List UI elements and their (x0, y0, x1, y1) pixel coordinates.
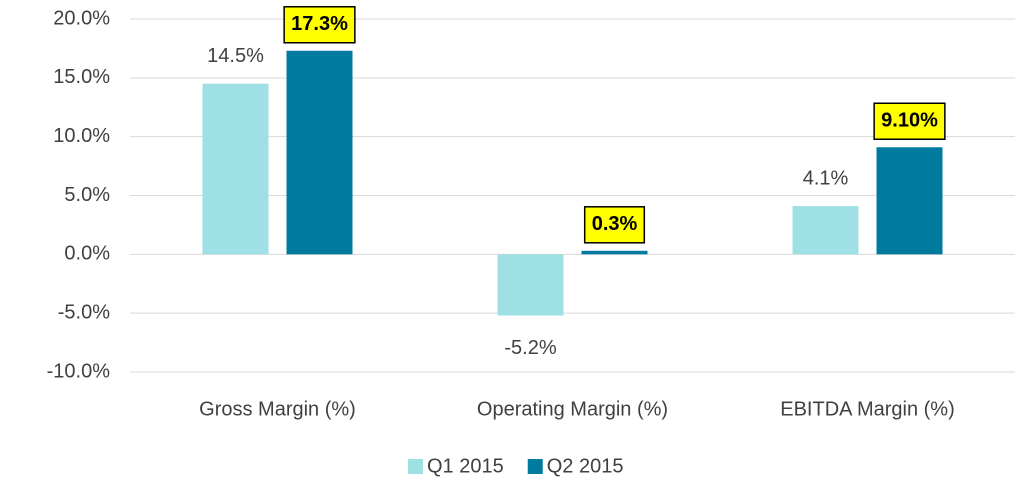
y-tick-label: 0.0% (64, 243, 110, 265)
y-tick-label: 10.0% (53, 125, 110, 147)
value-label-box (283, 6, 356, 44)
bar (286, 50, 353, 255)
legend-swatch (527, 459, 543, 474)
bar (497, 254, 564, 316)
x-tick-label: Gross Margin (%) (199, 398, 356, 420)
legend-label: Q1 2015 (427, 455, 504, 477)
bar (202, 83, 269, 255)
value-label: 14.5% (207, 45, 264, 67)
x-tick-label: Operating Margin (%) (477, 398, 668, 420)
value-label: -5.2% (504, 337, 556, 359)
legend-swatch (408, 459, 423, 474)
x-tick-label: EBITDA Margin (%) (780, 398, 954, 420)
bar (792, 206, 859, 255)
y-tick-label: 15.0% (53, 66, 110, 88)
y-tick-label: -10.0% (47, 360, 111, 382)
value-label: 17.3% (291, 13, 348, 35)
legend-label: Q2 2015 (547, 455, 624, 477)
value-label: 0.3% (592, 213, 638, 235)
value-label: 4.1% (803, 167, 849, 189)
y-tick-label: 20.0% (53, 7, 110, 29)
y-tick-label: 5.0% (64, 184, 110, 206)
value-label: 9.10% (881, 110, 938, 132)
value-label-box (873, 102, 946, 141)
y-tick-label: -5.0% (58, 301, 110, 323)
bar (581, 250, 648, 255)
value-label-box (583, 206, 646, 244)
bar (876, 147, 943, 255)
